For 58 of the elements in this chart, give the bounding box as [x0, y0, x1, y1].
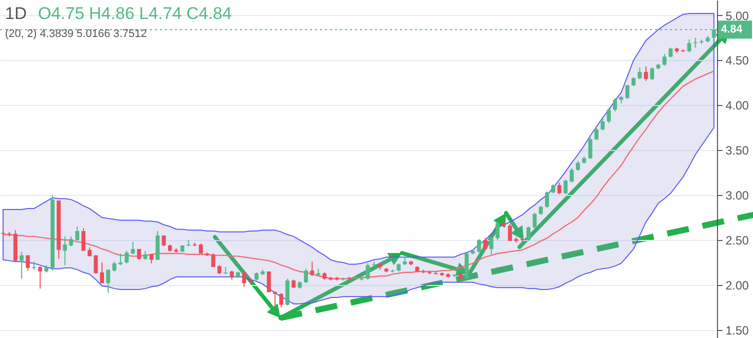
y-tick-label: 2.00: [726, 278, 750, 292]
candlestick: [118, 253, 123, 266]
candlestick: [613, 97, 618, 112]
candlestick: [545, 190, 550, 208]
candlestick: [242, 270, 246, 288]
candlestick: [588, 137, 592, 160]
candlestick: [106, 269, 110, 294]
candlestick: [162, 235, 166, 247]
candlestick: [638, 66, 642, 80]
candlestick: [75, 226, 80, 242]
candlestick: [668, 47, 673, 58]
annotation: O4.75 H4.86 L4.74 C4.84: [38, 4, 232, 23]
candlestick: [526, 226, 530, 242]
candlestick: [26, 254, 30, 272]
candlestick: [69, 236, 74, 247]
candlestick: [687, 39, 692, 53]
candlestick: [100, 262, 104, 284]
candlestick: [650, 66, 654, 81]
candlestick: [576, 160, 580, 172]
candlestick: [477, 238, 482, 254]
candlestick: [130, 241, 135, 255]
candlestick: [557, 182, 562, 195]
y-tick-label: 5.00: [726, 8, 750, 23]
candlestick: [310, 261, 314, 276]
candlestick: [508, 223, 512, 242]
y-tick-label: 3.50: [726, 144, 750, 158]
candlestick: [124, 250, 129, 264]
candlestick: [62, 236, 67, 266]
candlestick: [644, 66, 648, 82]
candlestick: [20, 251, 24, 280]
candlestick: [594, 125, 598, 141]
annotation: (20, 2) 4.3839 5.0166 3.7512: [5, 28, 147, 40]
y-tick-label: 2.50: [726, 234, 750, 248]
candlestick: [564, 179, 568, 195]
candlestick: [600, 116, 605, 131]
candlestick: [94, 254, 98, 274]
candlestick: [38, 266, 42, 290]
ref-line-label: 4.84: [721, 24, 744, 36]
candlestick: [304, 268, 308, 284]
candlestick: [366, 262, 370, 280]
candlestick: [489, 236, 494, 255]
candlestick: [570, 168, 574, 183]
chart-title: 1D: [5, 4, 27, 23]
y-tick-label: 1.50: [726, 323, 750, 338]
candlestick: [273, 290, 278, 308]
candlestick: [625, 84, 630, 100]
y-tick-label: 3.00: [726, 188, 750, 203]
candlestick: [81, 228, 86, 252]
candlestick: [112, 261, 116, 272]
candlestick: [662, 53, 666, 66]
y-tick-label: 4.50: [726, 54, 750, 68]
candlestick: [279, 292, 284, 308]
candlestick: [211, 253, 216, 268]
candlestick: [532, 212, 537, 229]
candlestick: [606, 107, 611, 124]
candlestick: [137, 248, 142, 260]
y-tick-label: 4.00: [726, 98, 750, 113]
candlestick: [496, 222, 500, 241]
